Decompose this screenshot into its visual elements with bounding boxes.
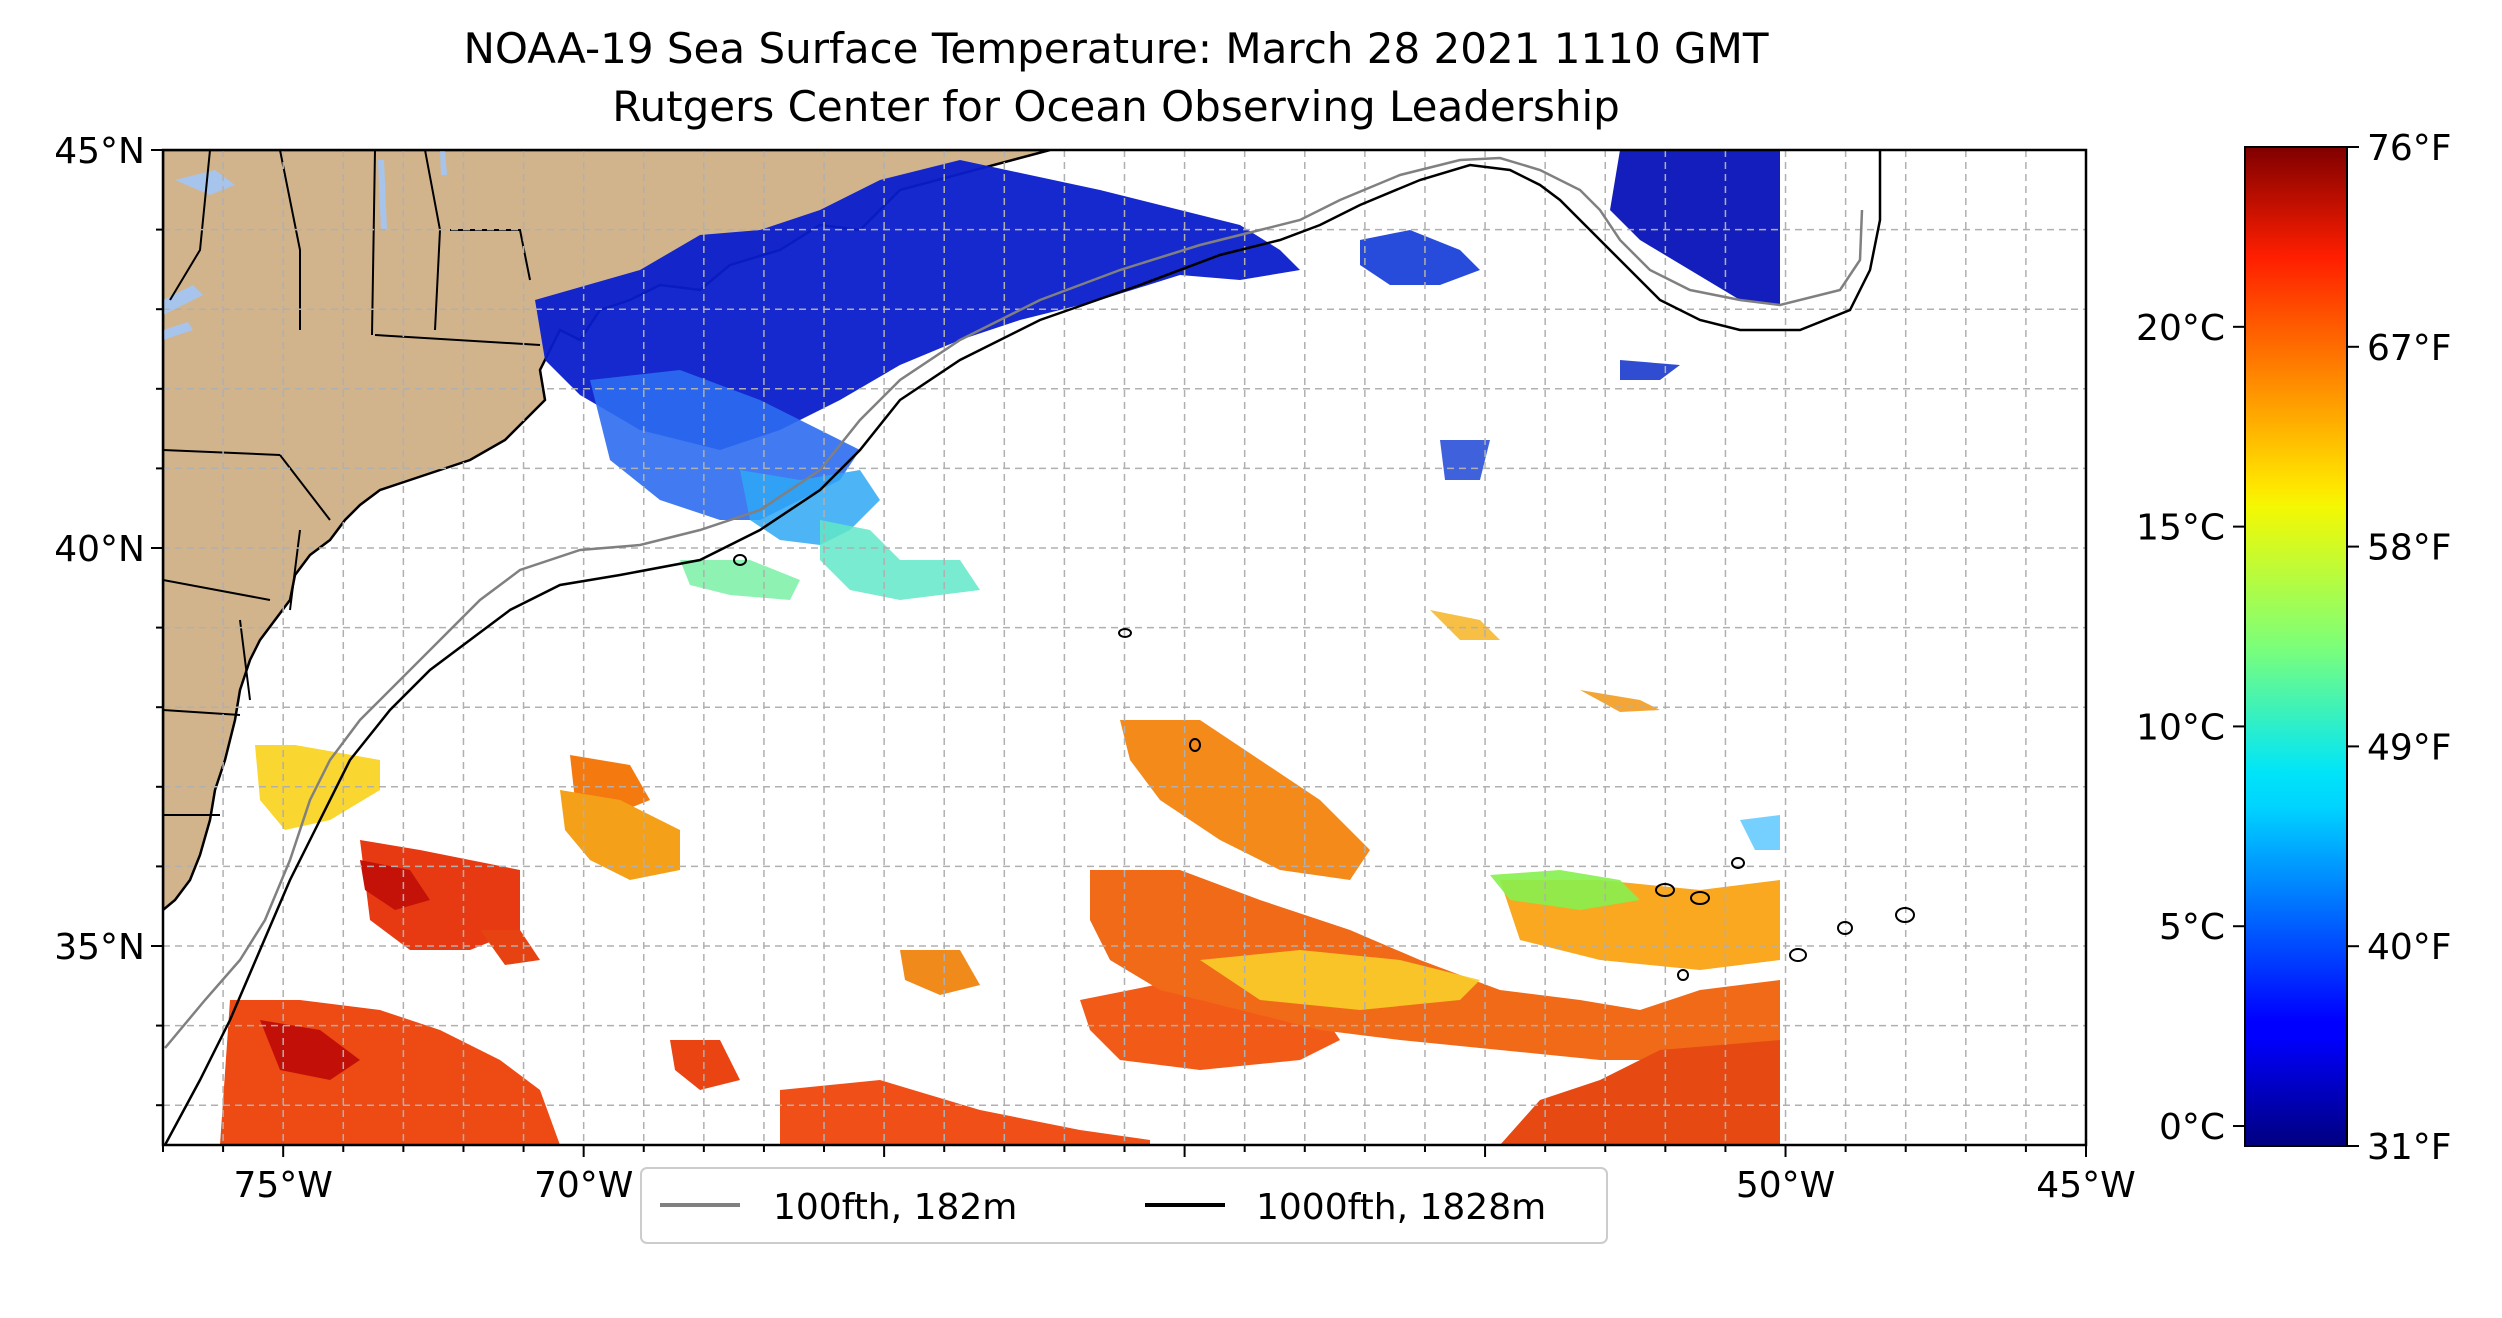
colorbar-celsius-ticks: 0°C 5°C 10°C 15°C 20°C [2136, 308, 2245, 1148]
x-tick-label: 45°W [2036, 1165, 2135, 1206]
x-tick-label: 75°W [233, 1165, 332, 1206]
x-tick-label: 70°W [534, 1165, 633, 1206]
colorbar-celsius-tick-label: 10°C [2136, 707, 2225, 748]
colorbar-fahrenheit-tick-label: 40°F [2367, 927, 2452, 968]
colorbar-celsius-tick-label: 0°C [2159, 1107, 2225, 1148]
colorbar-gradient [2244, 146, 2348, 1147]
isobath-100fth [164, 156, 1864, 1049]
colorbar-fahrenheit-tick-label: 76°F [2367, 128, 2452, 169]
colorbar-celsius-tick-label: 15°C [2136, 508, 2225, 549]
y-tick-label: 45°N [54, 131, 145, 172]
y-tick-label: 40°N [54, 529, 145, 570]
colorbar-celsius-tick-label: 20°C [2136, 308, 2225, 349]
state-borders [163, 150, 541, 816]
colorbar-fahrenheit-tick-label: 58°F [2367, 528, 2452, 569]
isobath-1000fth [163, 150, 1882, 1145]
seamounts [733, 554, 1915, 981]
legend-label-100fth: 100fth, 182m [773, 1187, 1017, 1228]
map-panel: 75°W70°W65°W60°W55°W50°W45°W 35°N40°N45°… [54, 131, 2135, 1206]
colorbar: 0°C 5°C 10°C 15°C 20°C 31°F 40°F 49°F 58°F 67°F 7… [2136, 128, 2451, 1168]
lake [163, 322, 193, 340]
y-axis: 35°N 40°N 45°N [54, 131, 163, 1107]
x-tick-label: 50°W [1736, 1165, 1835, 1206]
map-title-line1: NOAA-19 Sea Surface Temperature: March 2… [464, 24, 1769, 73]
colorbar-fahrenheit-ticks: 31°F 40°F 49°F 58°F 67°F 76°F [2347, 128, 2452, 1168]
legend-label-1000fth: 1000fth, 1828m [1256, 1187, 1546, 1228]
colorbar-fahrenheit-tick-label: 49°F [2367, 727, 2452, 768]
lake [175, 170, 235, 195]
lake [163, 285, 203, 315]
map-title-line2: Rutgers Center for Ocean Observing Leade… [612, 82, 1620, 131]
colorbar-celsius-tick-label: 5°C [2159, 907, 2225, 948]
colorbar-fahrenheit-tick-label: 31°F [2367, 1127, 2452, 1168]
lake [440, 150, 447, 175]
legend: 100fth, 182m 1000fth, 1828m [640, 1167, 1608, 1244]
colorbar-fahrenheit-tick-label: 67°F [2367, 328, 2452, 369]
y-tick-label: 35°N [54, 927, 145, 968]
lake [378, 160, 387, 230]
